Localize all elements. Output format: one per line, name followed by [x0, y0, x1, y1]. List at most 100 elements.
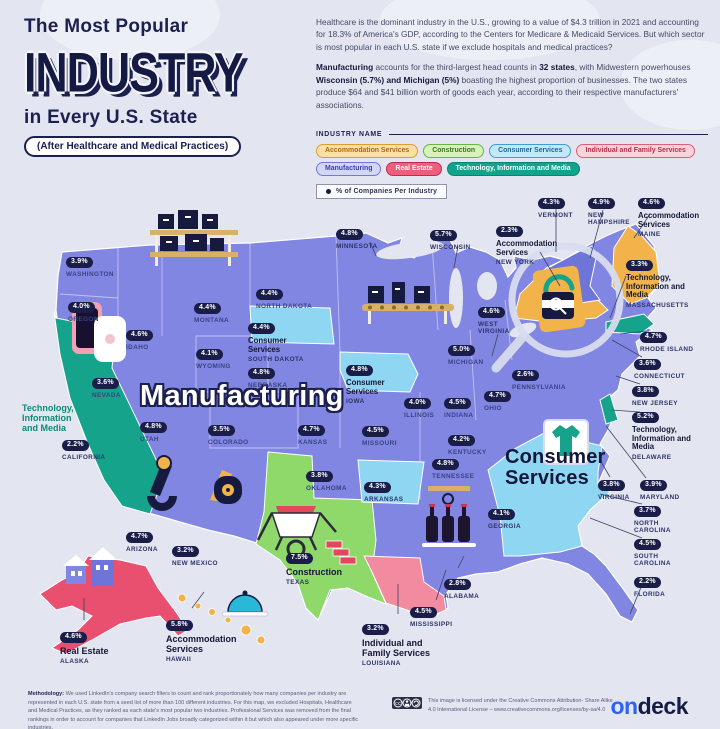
region-hawaii-accommodation — [177, 593, 266, 645]
methodology-body: We used LinkedIn's company search filter… — [28, 691, 359, 729]
consumer-label-line2: Services — [505, 467, 589, 489]
legend-title: INDUSTRY NAME — [316, 131, 383, 138]
state-label-alabama: 2.8% ALABAMA — [444, 579, 480, 600]
dot-icon — [326, 189, 331, 194]
magnifier-icon — [491, 242, 624, 373]
pct-badge: 4.4% — [194, 303, 221, 315]
bottling-line-icon — [422, 486, 476, 547]
state-label-oregon: 4.0% OREGON — [68, 302, 99, 323]
state-label-louisiana: 3.2% Individual and Family Services LOUISI… — [362, 624, 431, 668]
pct-badge: 3.7% — [634, 506, 661, 518]
state-label-mississippi: 4.5% MISSISSIPPI — [410, 607, 453, 628]
padlock-search-icon — [532, 265, 586, 333]
pct-badge: 4.8% — [336, 229, 363, 241]
state-label-north-carolina: 3.7% NORTH CAROLINA — [634, 506, 671, 535]
state-label-new-mexico: 3.2% NEW MEXICO — [172, 546, 218, 567]
title-line1: The Most Popular — [24, 16, 189, 37]
state-label-north-dakota: 4.4% NORTH DAKOTA — [256, 289, 313, 310]
state-label-arizona: 4.7% ARIZONA — [126, 532, 158, 553]
region-texas-construction — [255, 451, 387, 621]
state-label-idaho: 4.6% IDAHO — [126, 323, 153, 351]
legend-chip-technology-information-media: Technology, Information and Media — [446, 162, 580, 176]
state-label-alaska: 4.6% Real Estate ALASKA — [60, 632, 109, 665]
state-label-tennessee: 4.8% TENNESSEE — [432, 459, 475, 480]
state-label-missouri: 4.5% MISSOURI — [362, 426, 397, 447]
state-label-connecticut: 3.6% CONNECTICUT — [634, 359, 685, 380]
state-label-virginia: 3.8% VIRGINIA — [598, 480, 630, 501]
pct-badge: 4.8% — [140, 422, 167, 434]
pct-badge: 3.8% — [632, 386, 659, 398]
state-label-indiana: 4.5% INDIANA — [444, 398, 474, 419]
legend-chip-real-estate: Real Estate — [386, 162, 442, 176]
intro-bold: 32 states — [539, 62, 575, 73]
title-block: The Most Popular INDUSTRY in Every U.S. … — [24, 16, 310, 157]
cloche-icon — [221, 590, 269, 617]
houses-icon — [63, 547, 117, 586]
leader-lines — [83, 208, 651, 620]
intro-paragraph-2: Manufacturing accounts for the third-lar… — [316, 61, 708, 111]
state-label-utah: 4.8% UTAH — [140, 415, 167, 443]
legend-chip-accommodation-services: Accommodation Services — [316, 144, 419, 158]
state-label-colorado: 3.5% COLORADO — [208, 425, 249, 446]
pct-badge: 3.8% — [306, 471, 333, 483]
state-label-south-dakota: 4.4% Consumer Services SOUTH DAKOTA — [248, 323, 304, 364]
pct-badge: 4.7% — [126, 532, 153, 544]
pct-badge: 4.0% — [68, 302, 95, 314]
state-label-south-carolina: 4.5% SOUTH CAROLINA — [634, 539, 671, 568]
pct-badge: 5.7% — [430, 230, 457, 242]
methodology-text: Methodology: We used LinkedIn's company … — [28, 690, 360, 729]
robot-claw-icon — [147, 455, 177, 511]
intro-bold: Manufacturing — [316, 62, 374, 73]
conveyor-belt-icon — [362, 282, 454, 324]
ondeck-logo-on: on — [610, 693, 638, 719]
pct-badge: 4.5% — [444, 398, 471, 410]
pct-badge: 3.9% — [640, 480, 667, 492]
pct-badge: 4.6% — [638, 198, 665, 210]
license-text: This image is licensed under the Creativ… — [428, 698, 613, 713]
svg-text:cc: cc — [395, 701, 401, 707]
pct-badge: 4.1% — [488, 509, 515, 521]
pct-badge: 3.9% — [66, 257, 93, 269]
region-delaware-tech — [599, 393, 619, 425]
pct-badge: 4.4% — [248, 323, 275, 335]
pct-badge: 4.6% — [126, 330, 153, 342]
region-massachusetts-tech — [605, 313, 655, 335]
pct-badge: 4.2% — [448, 435, 475, 447]
industry-legend: INDUSTRY NAME Accommodation Services Con… — [316, 131, 708, 199]
phone-icon — [72, 302, 126, 362]
pct-badge: 4.6% — [60, 632, 87, 644]
state-label-georgia: 4.1% GEORGIA — [488, 509, 521, 530]
state-label-pennsylvania: 2.6% PENNSYLVANIA — [512, 370, 566, 391]
pct-badge: 4.5% — [410, 607, 437, 619]
pct-badge: 3.6% — [634, 359, 661, 371]
state-label-massachusetts: 3.3% Technology, Information and Media MAS… — [626, 260, 689, 310]
pct-badge: 3.6% — [92, 378, 119, 390]
state-label-nebraska: 4.8% NEBRASKA — [248, 368, 288, 389]
intro-bold: Wisconsin (5.7%) and Michigan (5%) — [316, 74, 460, 85]
intro-run: accounts for the third-largest head coun… — [373, 62, 540, 73]
state-label-nevada: 3.6% NEVADA — [92, 378, 121, 399]
state-label-vermont: 4.3% VERMONT — [538, 198, 573, 219]
pct-badge: 2.6% — [512, 370, 539, 382]
pct-badge: 7.5% — [286, 553, 313, 565]
region-iowa-consumer — [339, 351, 419, 393]
pct-badge: 5.2% — [632, 412, 659, 424]
legend-chip-construction: Construction — [423, 144, 485, 158]
state-label-delaware: 5.2% Technology, Information and Media DEL… — [632, 412, 691, 462]
state-label-maryland: 3.9% MARYLAND — [640, 480, 680, 501]
pct-badge: 4.7% — [298, 425, 325, 437]
state-label-kansas: 4.7% KANSAS — [298, 425, 328, 446]
state-label-west-virginia: 4.6% WEST VIRGINIA — [478, 307, 510, 336]
pct-badge: 3.2% — [362, 624, 389, 636]
pct-badge: 4.3% — [364, 482, 391, 494]
legend-note: % of Companies Per Industry — [336, 188, 438, 195]
state-label-new-jersey: 3.8% NEW JERSEY — [632, 386, 678, 407]
pct-badge: 4.8% — [248, 368, 275, 380]
state-label-michigan: 5.0% MICHIGAN — [448, 345, 484, 366]
pct-badge: 4.0% — [404, 398, 431, 410]
legend-divider — [389, 134, 708, 135]
consumer-label-line1: Consumer — [505, 446, 606, 468]
state-label-texas: 7.5% Construction TEXAS — [286, 553, 342, 586]
